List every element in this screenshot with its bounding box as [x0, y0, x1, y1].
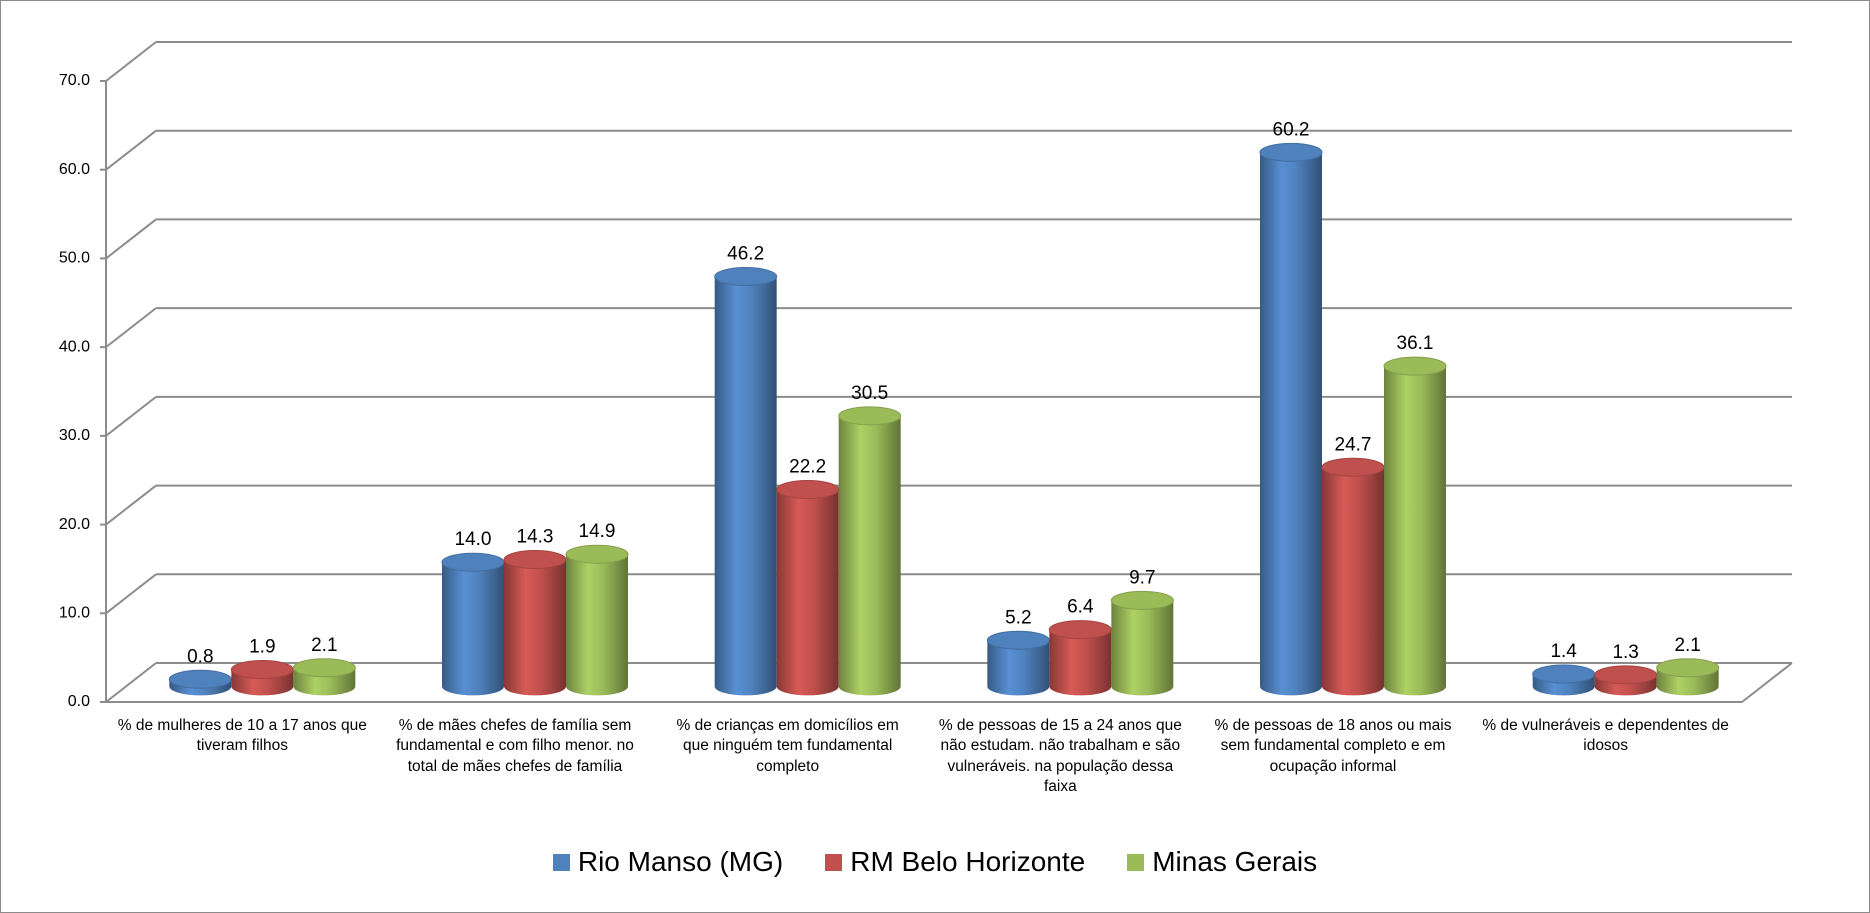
bar [838, 415, 901, 696]
value-label: 60.2 [1273, 119, 1310, 140]
x-tick-label: % de pessoas de 18 anos ou mais sem fund… [1214, 717, 1452, 775]
legend-item: Rio Manso (MG) [552, 846, 784, 878]
bar-top [1383, 356, 1447, 376]
x-tick-label: % de vulneráveis e dependentes de idosos [1482, 717, 1729, 755]
bar-top [168, 669, 232, 689]
bar [566, 554, 628, 696]
bar-top [292, 658, 356, 678]
bar [776, 489, 839, 696]
y-tick-label: 40.0 [59, 338, 90, 355]
grid-line [105, 484, 157, 526]
value-label: 1.4 [1550, 641, 1577, 662]
value-label: 2.1 [1674, 635, 1700, 656]
y-tick-label: 50.0 [59, 250, 90, 267]
x-tick-label: % de pessoas de 15 a 24 anos que não est… [938, 717, 1182, 796]
legend-swatch [552, 853, 570, 871]
bar-top [1532, 664, 1596, 684]
y-tick-label: 30.0 [59, 427, 90, 444]
bar [1111, 600, 1174, 696]
bar-top [503, 550, 567, 570]
legend-label: Rio Manso (MG) [577, 846, 784, 877]
grid-line [105, 573, 157, 615]
y-tick-label: 70.0 [59, 72, 90, 89]
y-tick-label: 0.0 [68, 693, 90, 710]
bar-top [1048, 620, 1112, 640]
value-label: 22.2 [789, 456, 826, 477]
bar-top [230, 660, 294, 680]
bar-top [714, 267, 778, 287]
value-label: 2.1 [311, 635, 337, 656]
bar [1384, 366, 1446, 696]
grid-line [105, 396, 157, 437]
bar-top [1110, 590, 1174, 610]
grid-line [105, 218, 157, 260]
bar-top [1656, 658, 1720, 678]
value-label: 24.7 [1335, 434, 1372, 455]
floor-side [1741, 662, 1793, 703]
legend-swatch [825, 853, 843, 871]
y-tick-label: 60.0 [59, 161, 90, 178]
x-tick-label: % de crianças em domicílios em que ningu… [676, 717, 899, 775]
y-tick-label: 10.0 [59, 605, 90, 622]
bar-top [1594, 665, 1658, 685]
value-label: 6.4 [1067, 597, 1094, 618]
value-label: 5.2 [1005, 607, 1031, 628]
bar-top [441, 552, 505, 572]
x-tick-label: % de mães chefes de família sem fundamen… [396, 717, 634, 775]
value-label: 14.9 [579, 521, 616, 542]
x-tick-label: % de mulheres de 10 a 17 anos que tivera… [117, 717, 367, 755]
bar-top [1321, 457, 1385, 477]
legend: Rio Manso (MG) RM Belo Horizonte Minas Ger… [1, 846, 1869, 878]
value-label: 1.9 [249, 637, 275, 658]
value-label: 0.8 [187, 646, 213, 667]
bar [442, 562, 504, 696]
value-label: 9.7 [1129, 567, 1155, 588]
bar [987, 640, 1050, 696]
bar-top [986, 630, 1050, 650]
bar [1260, 152, 1322, 696]
legend-item: RM Belo Horizonte [825, 846, 1085, 878]
bar-top [1259, 142, 1323, 162]
value-label: 46.2 [727, 244, 764, 265]
grid-line [105, 307, 157, 348]
y-tick-label: 20.0 [59, 516, 90, 533]
value-label: 36.1 [1397, 333, 1434, 354]
value-label: 1.3 [1612, 642, 1638, 663]
grid-line [105, 129, 157, 171]
bar [504, 559, 566, 696]
value-label: 14.0 [455, 529, 492, 550]
legend-item: Minas Gerais [1127, 846, 1317, 878]
value-label: 30.5 [851, 383, 888, 404]
bar [1049, 629, 1112, 696]
bar-top [565, 544, 629, 564]
bar-top [838, 406, 902, 426]
legend-label: Minas Gerais [1152, 846, 1318, 877]
bar [1322, 467, 1384, 696]
grid-line [105, 662, 157, 703]
grid-line [105, 41, 157, 82]
bar-top [776, 479, 840, 499]
legend-label: RM Belo Horizonte [850, 846, 1086, 877]
legend-swatch [1127, 853, 1145, 871]
bar [714, 276, 777, 696]
value-label: 14.3 [517, 527, 554, 548]
